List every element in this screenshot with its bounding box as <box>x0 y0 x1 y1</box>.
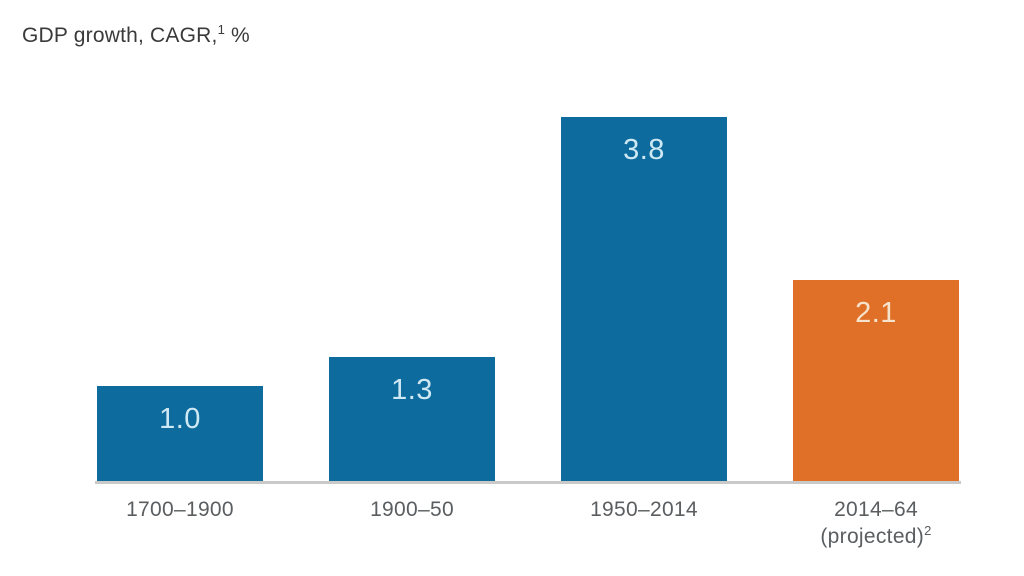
x-axis-labels: 1700–1900 1900–50 1950–2014 2014–64 (proj… <box>97 496 959 551</box>
x-axis-line <box>95 481 961 484</box>
value-label: 1.0 <box>159 403 201 435</box>
category-label-line2: (projected) <box>820 525 925 549</box>
bar-2014-64-projected: 2.1 <box>793 280 959 482</box>
bar-1900-50: 1.3 <box>329 357 495 482</box>
value-label: 2.1 <box>855 297 897 329</box>
plot-area: 1.0 1.3 3.8 2.1 <box>97 0 959 482</box>
category-label-1700-1900: 1700–1900 <box>126 498 234 521</box>
bar-1700-1900: 1.0 <box>97 386 263 482</box>
category-label-2014-64: 2014–64 (projected)2 <box>793 496 959 551</box>
value-label: 3.8 <box>623 134 665 166</box>
category-label-footnote-marker: 2 <box>924 523 932 539</box>
chart-title-unit: % <box>225 24 250 47</box>
value-label: 1.3 <box>391 374 433 406</box>
chart-title: GDP growth, CAGR,1 % <box>22 22 250 48</box>
category-label-line1: 2014–64 <box>834 498 918 521</box>
category-label-1900-50: 1900–50 <box>370 498 454 521</box>
chart-title-footnote-marker: 1 <box>217 22 226 37</box>
bar-1950-2014: 3.8 <box>561 117 727 482</box>
category-label-1950-2014: 1950–2014 <box>590 498 698 521</box>
chart-title-text: GDP growth, CAGR, <box>22 24 218 47</box>
